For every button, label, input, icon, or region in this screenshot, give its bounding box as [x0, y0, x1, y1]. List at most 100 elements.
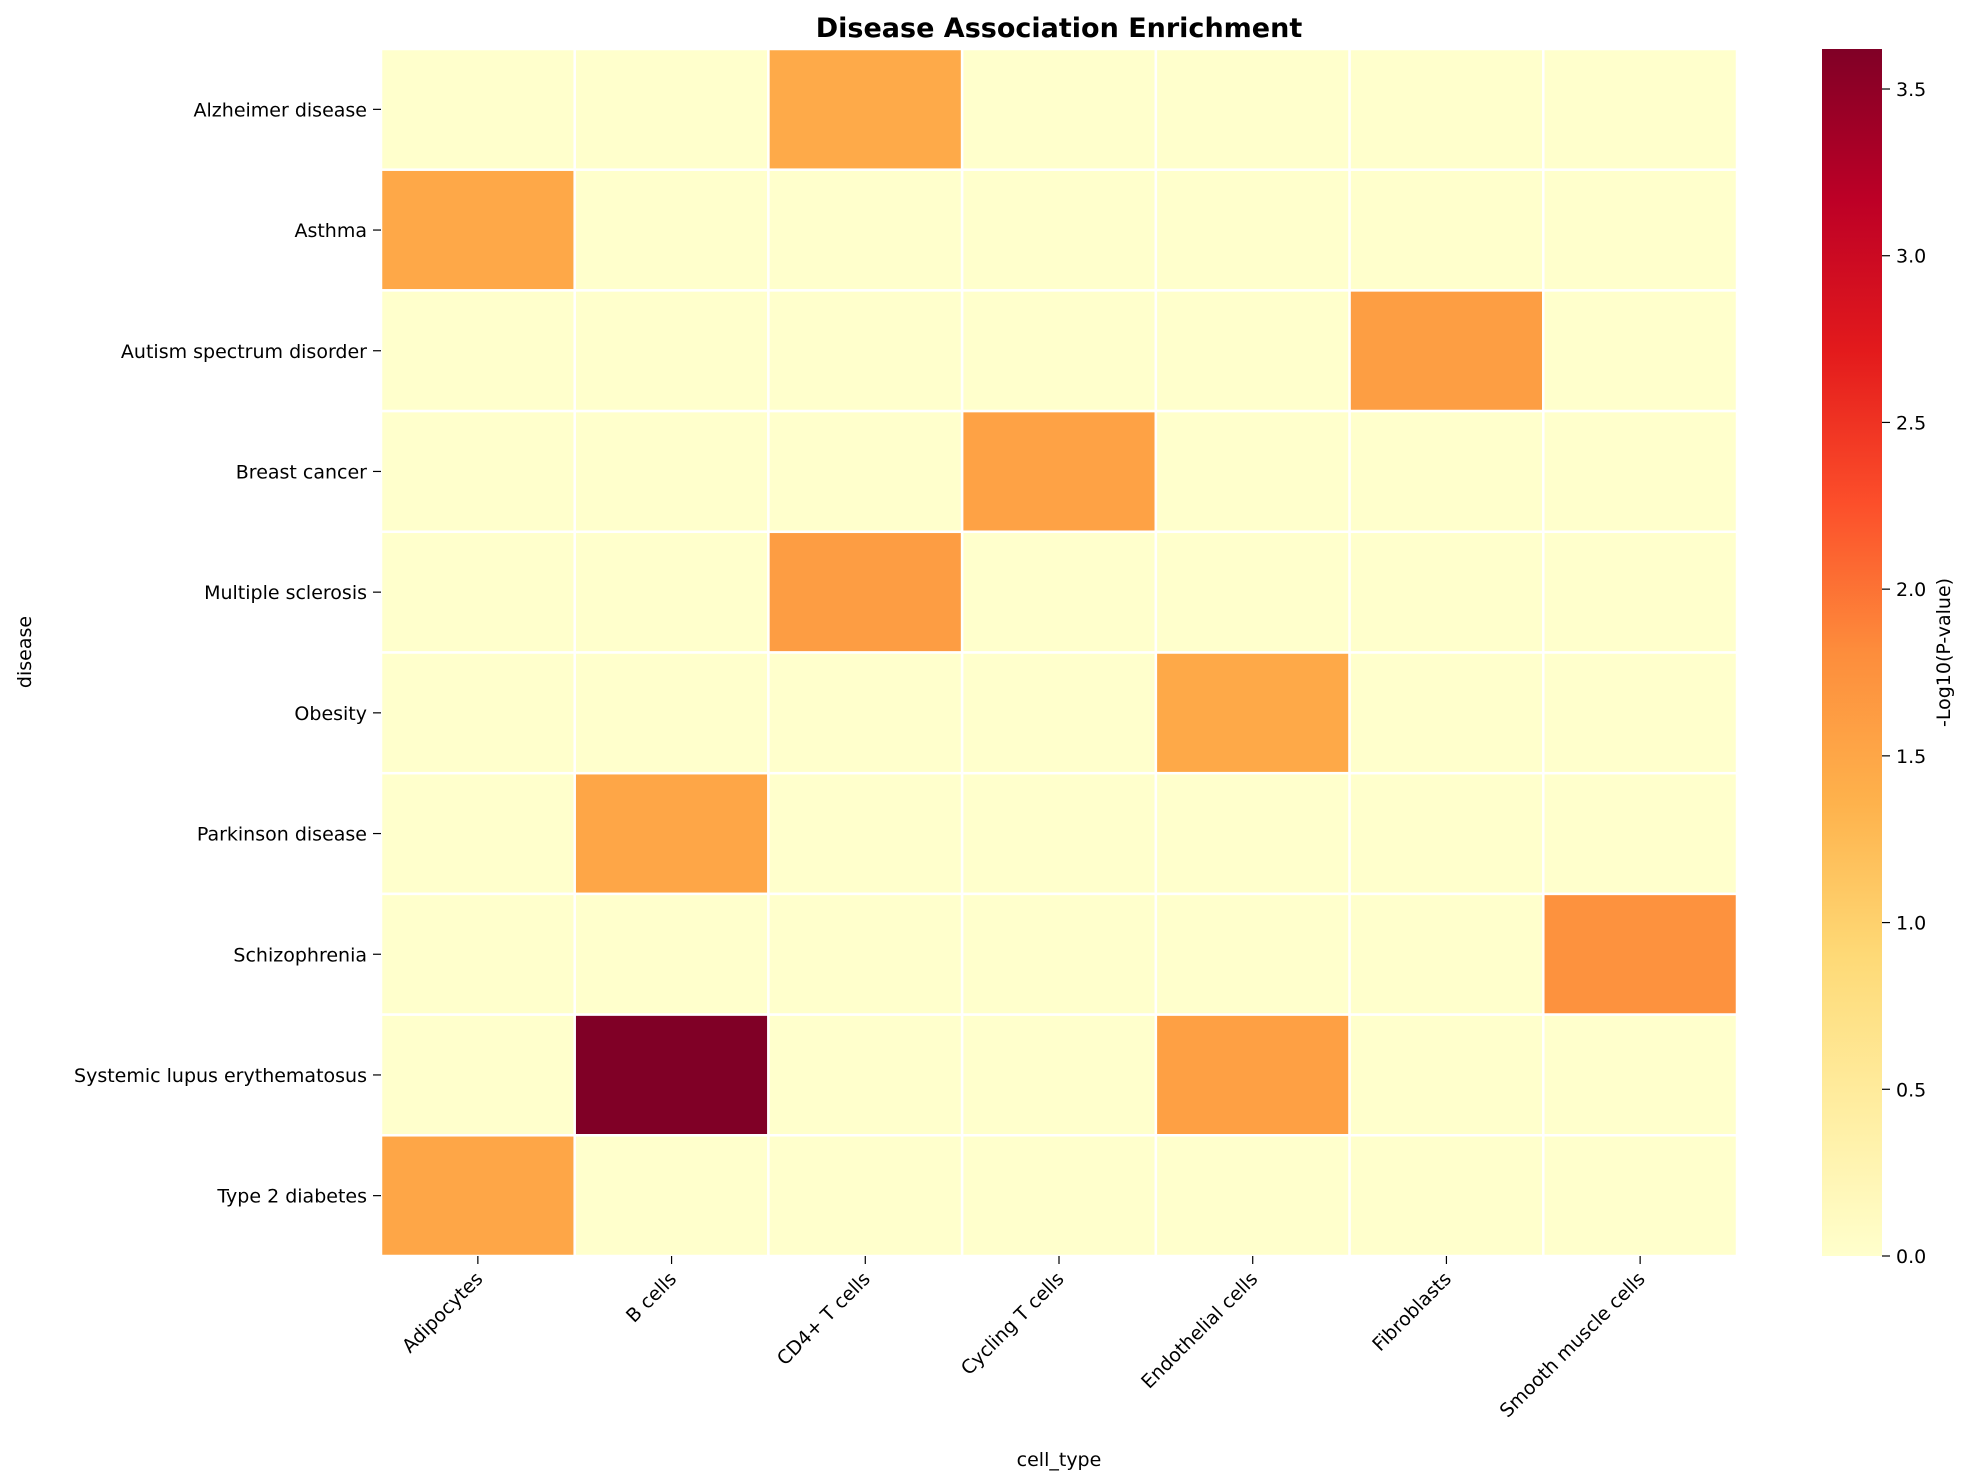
heatmap-cell: [379, 651, 576, 775]
y-tick-label: Breast cancer: [236, 461, 367, 483]
y-tick-label: Type 2 diabetes: [216, 1186, 367, 1208]
y-tick-label: Systemic lupus erythematosus: [74, 1065, 367, 1087]
heatmap-cell: [1542, 892, 1739, 1016]
y-tick-label: Obesity: [294, 703, 367, 725]
y-tick-labels: Alzheimer disease Asthma Autism spectrum d…: [74, 99, 381, 1208]
heatmap-cell: [767, 771, 964, 896]
heatmap-cell: [767, 409, 964, 534]
colorbar-tick-label: 2.0: [1896, 579, 1926, 601]
heatmap-cell: [960, 651, 1158, 775]
x-tick-label: Endothelial cells: [1137, 1268, 1262, 1393]
heatmap-cell: [573, 530, 770, 654]
heatmap-cell: [573, 651, 770, 775]
heatmap-cell: [1542, 289, 1739, 413]
x-tick-label: CD4+ T cells: [773, 1268, 875, 1370]
heatmap-cell: [960, 771, 1158, 896]
heatmap-cell: [379, 892, 576, 1016]
heatmap-cell: [573, 1013, 770, 1137]
y-tick-label: Parkinson disease: [197, 824, 367, 846]
colorbar-tick-label: 0.5: [1896, 1079, 1926, 1101]
heatmap-cell: [1154, 409, 1351, 534]
heatmap-cell: [1542, 530, 1739, 654]
heatmap-cell: [1348, 651, 1545, 775]
colorbar-gradient: [1822, 49, 1882, 1256]
colorbar-tick-label: 3.0: [1896, 246, 1926, 268]
colorbar-ticks: 0.0 0.5 1.0 1.5 2.0 2.5 3.0 3.5: [1882, 79, 1926, 1268]
heatmap-cell: [1542, 1134, 1739, 1258]
colorbar-tick-label: 2.5: [1896, 412, 1926, 434]
heatmap-cell: [1348, 47, 1545, 171]
heatmap-cell: [1542, 771, 1739, 896]
y-axis-label: disease: [14, 616, 36, 688]
colorbar-tick-label: 0.0: [1896, 1246, 1926, 1268]
heatmap-cell: [1154, 892, 1351, 1016]
heatmap-cell: [1542, 1013, 1739, 1137]
colorbar-tick-label: 1.5: [1896, 746, 1926, 768]
x-axis-label: cell_type: [1017, 1449, 1102, 1471]
heatmap-cell: [1348, 1013, 1545, 1137]
heatmap-cell: [960, 409, 1158, 534]
heatmap-cell: [767, 892, 964, 1016]
colorbar-label: -Log10(P-value): [1933, 578, 1955, 727]
heatmap-cell: [960, 1013, 1158, 1137]
heatmap-cell: [1348, 168, 1545, 292]
heatmap-cell: [767, 289, 964, 413]
heatmap-cell: [767, 651, 964, 775]
x-tick-label: B cells: [622, 1268, 681, 1327]
heatmap-cell: [573, 892, 770, 1016]
heatmap-cell: [1542, 651, 1739, 775]
x-tick-label: Fibroblasts: [1368, 1268, 1456, 1356]
heatmap-cell: [960, 168, 1158, 292]
heatmap-cell: [379, 771, 576, 896]
heatmap-cell: [573, 168, 770, 292]
heatmap-cell: [1154, 1134, 1351, 1258]
heatmap-cell: [960, 47, 1158, 171]
heatmap-cell: [379, 168, 576, 292]
heatmap-cell: [573, 47, 770, 171]
heatmap-cell: [960, 289, 1158, 413]
x-tick-labels: Adipocytes B cells CD4+ T cells Cycling T c…: [398, 1256, 1650, 1422]
y-tick-label: Multiple sclerosis: [204, 582, 367, 604]
heatmap-cell: [960, 1134, 1158, 1258]
heatmap-cell: [1348, 289, 1545, 413]
heatmap-cell: [573, 771, 770, 896]
heatmap-cell: [1348, 409, 1545, 534]
x-tick-label: Adipocytes: [398, 1268, 487, 1357]
y-tick-label: Asthma: [294, 220, 367, 242]
chart-title: Disease Association Enrichment: [816, 13, 1303, 44]
y-tick-label: Schizophrenia: [233, 944, 367, 966]
heatmap-cell: [573, 289, 770, 413]
heatmap-cell: [1154, 651, 1351, 775]
heatmap-cell: [1542, 168, 1739, 292]
heatmap-cell: [573, 409, 770, 534]
heatmap-cell: [379, 1013, 576, 1137]
heatmap-cell: [379, 47, 576, 171]
heatmap-cell: [379, 289, 576, 413]
x-tick-label: Cycling T cells: [957, 1268, 1069, 1380]
heatmap-cell: [379, 409, 576, 534]
heatmap-cell: [767, 530, 964, 654]
colorbar: 0.0 0.5 1.0 1.5 2.0 2.5 3.0 3.5 -Log10(P-value): [1822, 49, 1955, 1268]
heatmap-cell: [767, 1013, 964, 1137]
heatmap-cell: [1348, 771, 1545, 896]
x-tick-label: Smooth muscle cells: [1496, 1268, 1650, 1422]
heatmap-cell: [1154, 47, 1351, 171]
heatmap-cell: [960, 530, 1158, 654]
heatmap-cell: [767, 168, 964, 292]
heatmap-cell: [1154, 530, 1351, 654]
heatmap-cell: [1348, 530, 1545, 654]
heatmap-cell: [1154, 168, 1351, 292]
y-tick-label: Autism spectrum disorder: [121, 341, 367, 363]
heatmap-cell: [1348, 1134, 1545, 1258]
colorbar-tick-label: 1.0: [1896, 913, 1926, 935]
heatmap-cell: [1154, 1013, 1351, 1137]
heatmap-cell: [1348, 892, 1545, 1016]
heatmap-cell: [1542, 47, 1739, 171]
heatmap-cells: [379, 47, 1739, 1258]
colorbar-tick-label: 3.5: [1896, 79, 1926, 101]
heatmap-cell: [960, 892, 1158, 1016]
heatmap-cell: [1154, 771, 1351, 896]
heatmap-cell: [767, 47, 964, 171]
heatmap-cell: [573, 1134, 770, 1258]
